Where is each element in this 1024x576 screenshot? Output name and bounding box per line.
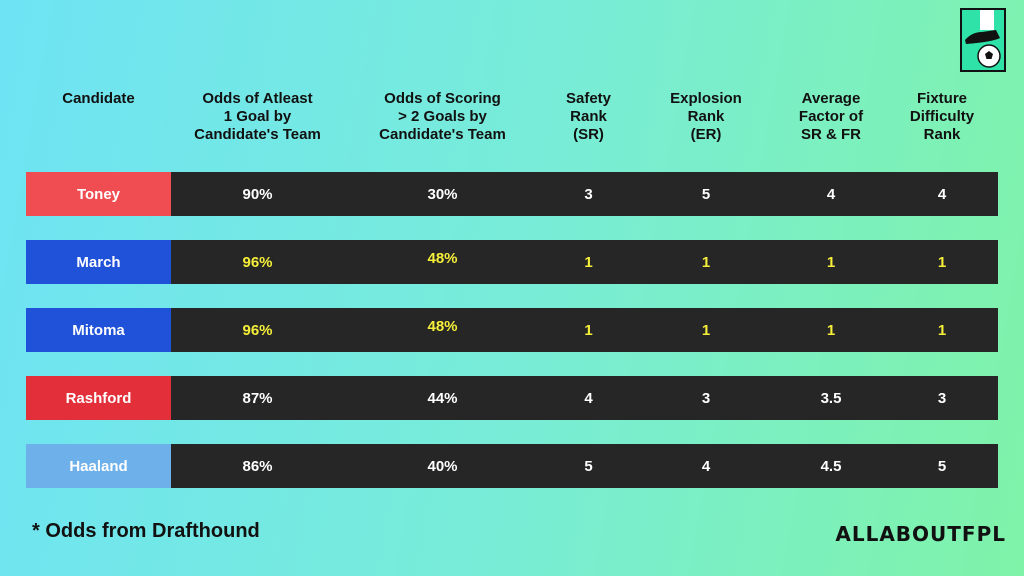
cell-odds-1-goal: 96% bbox=[242, 321, 273, 339]
column-header-fixture-difficulty: Fixture Difficulty Rank bbox=[909, 90, 975, 143]
cell-average-factor: 1 bbox=[826, 321, 836, 339]
cell-fixture-difficulty: 1 bbox=[937, 321, 947, 339]
table-row: Toney 90% 30% 3 5 4 4 bbox=[26, 172, 998, 216]
cell-safety-rank: 1 bbox=[584, 321, 593, 339]
candidate-name: Toney bbox=[26, 172, 171, 216]
footnote: * Odds from Drafthound bbox=[32, 520, 260, 542]
cell-fixture-difficulty: 4 bbox=[937, 185, 947, 203]
cell-safety-rank: 4 bbox=[584, 389, 593, 407]
cell-odds-1-goal: 86% bbox=[242, 457, 273, 475]
column-header-candidate: Candidate bbox=[62, 90, 135, 107]
brand-logo-text: ALLABOUTFPL bbox=[835, 522, 1006, 546]
cell-odds-1-goal: 87% bbox=[242, 389, 273, 407]
candidate-name: Rashford bbox=[26, 376, 171, 420]
cell-average-factor: 1 bbox=[826, 253, 836, 271]
candidate-name: Haaland bbox=[26, 444, 171, 488]
cell-odds-2-goals: 44% bbox=[427, 389, 458, 407]
table-row: Rashford 87% 44% 4 3 3.5 3 bbox=[26, 376, 998, 420]
candidate-name: March bbox=[26, 240, 171, 284]
column-header-odds-1-goal: Odds of Atleast 1 Goal by Candidate's Te… bbox=[194, 90, 321, 143]
cell-odds-2-goals: 48% bbox=[427, 318, 458, 335]
column-header-odds-2-goals: Odds of Scoring > 2 Goals by Candidate's… bbox=[379, 90, 506, 143]
cell-odds-1-goal: 90% bbox=[242, 185, 273, 203]
cell-average-factor: 4 bbox=[826, 185, 836, 203]
football-boot-and-ball-icon bbox=[960, 8, 1006, 72]
cell-average-factor: 4.5 bbox=[820, 457, 842, 475]
table-row: March 96% 48% 1 1 1 1 bbox=[26, 240, 998, 284]
cell-average-factor: 3.5 bbox=[820, 389, 842, 407]
column-header-average-factor: Average Factor of SR & FR bbox=[798, 90, 864, 143]
cell-safety-rank: 3 bbox=[584, 185, 593, 203]
cell-odds-1-goal: 96% bbox=[242, 253, 273, 271]
cell-explosion-rank: 5 bbox=[701, 185, 711, 203]
table-header: Candidate Odds of Atleast 1 Goal by Cand… bbox=[26, 90, 998, 150]
cell-odds-2-goals: 30% bbox=[427, 185, 458, 203]
cell-fixture-difficulty: 1 bbox=[937, 253, 947, 271]
cell-fixture-difficulty: 3 bbox=[937, 389, 947, 407]
cell-safety-rank: 5 bbox=[584, 457, 593, 475]
cell-odds-2-goals: 48% bbox=[427, 250, 458, 267]
column-header-safety-rank: Safety Rank (SR) bbox=[565, 90, 612, 143]
cell-odds-2-goals: 40% bbox=[427, 457, 458, 475]
cell-explosion-rank: 4 bbox=[701, 457, 711, 475]
cell-explosion-rank: 1 bbox=[701, 321, 711, 339]
cell-fixture-difficulty: 5 bbox=[937, 457, 947, 475]
candidate-name: Mitoma bbox=[26, 308, 171, 352]
cell-safety-rank: 1 bbox=[584, 253, 593, 271]
cell-explosion-rank: 3 bbox=[701, 389, 711, 407]
cell-explosion-rank: 1 bbox=[701, 253, 711, 271]
table-row: Haaland 86% 40% 5 4 4.5 5 bbox=[26, 444, 998, 488]
table-row: Mitoma 96% 48% 1 1 1 1 bbox=[26, 308, 998, 352]
column-header-explosion-rank: Explosion Rank (ER) bbox=[670, 90, 742, 143]
